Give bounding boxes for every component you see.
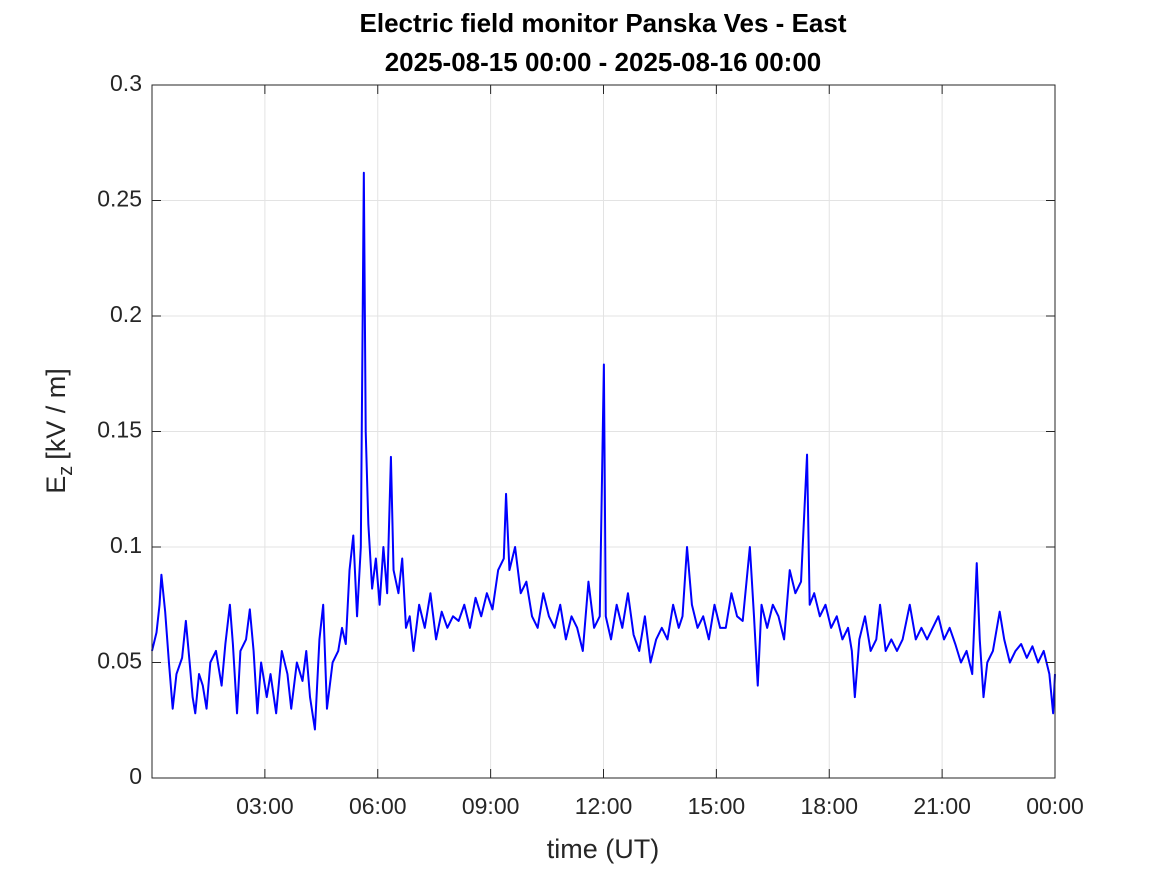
y-tick-label: 0 xyxy=(129,763,142,789)
data-line xyxy=(151,171,1056,731)
y-tick-label: 0.1 xyxy=(110,532,142,558)
y-axis-label-sub: z xyxy=(55,466,77,476)
x-axis-label: time (UT) xyxy=(547,834,659,864)
chart-title: Electric field monitor Panska Ves - East xyxy=(360,8,847,38)
x-tick-label: 21:00 xyxy=(913,793,971,819)
y-tick-label: 0.15 xyxy=(97,417,142,443)
y-tick-label: 0.05 xyxy=(97,648,142,674)
y-tick-label: 0.2 xyxy=(110,301,142,327)
x-tick-label: 00:00 xyxy=(1026,793,1084,819)
x-tick-label: 09:00 xyxy=(462,793,520,819)
y-axis-label: Ez [kV / m] xyxy=(41,368,77,494)
y-axis-label-main: E xyxy=(41,476,71,494)
y-tick-label: 0.3 xyxy=(110,70,142,96)
chart-subtitle: 2025-08-15 00:00 - 2025-08-16 00:00 xyxy=(385,47,822,77)
ticks: 0 0.05 0.1 0.15 0.2 0.25 0.3 03:00 06:00 09:00 12:… xyxy=(97,70,1084,819)
plot-lines xyxy=(151,171,1056,731)
y-axis-label-unit: [kV / m] xyxy=(41,368,71,460)
x-tick-label: 06:00 xyxy=(349,793,407,819)
x-tick-label: 18:00 xyxy=(800,793,858,819)
y-tick-label: 0.25 xyxy=(97,186,142,212)
x-tick-label: 03:00 xyxy=(236,793,294,819)
x-tick-label: 12:00 xyxy=(575,793,633,819)
x-tick-label: 15:00 xyxy=(688,793,746,819)
